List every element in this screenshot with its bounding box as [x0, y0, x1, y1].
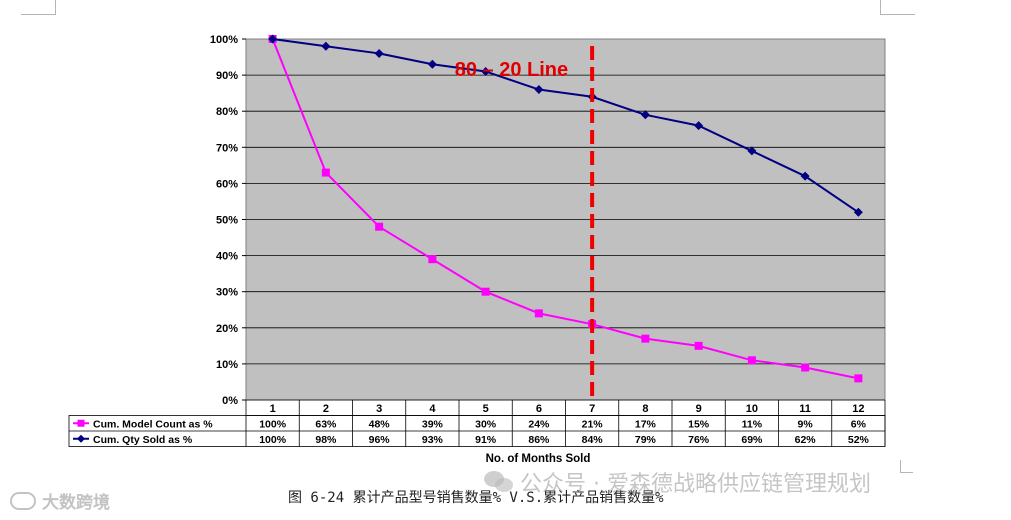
brand-logo-icon — [10, 491, 36, 510]
legend-key-marker — [77, 434, 85, 443]
data-point — [374, 48, 384, 58]
watermark-wechat-text: 公众号 · 爱森德战略供应链管理规划 — [520, 472, 871, 497]
data-point — [854, 374, 863, 383]
data-point — [268, 34, 278, 44]
x-tick-label: 2 — [323, 403, 329, 415]
data-label: 86% — [528, 434, 550, 446]
data-label: 62% — [795, 434, 817, 446]
x-tick-label: 9 — [696, 403, 702, 415]
data-label: 9% — [798, 418, 814, 430]
y-tick-label: 60% — [216, 178, 238, 190]
annotation-label: 80 – 20 Line — [455, 59, 568, 81]
annotation-layer: 80 – 20 Line — [455, 46, 595, 400]
watermark-brand: 大数跨境 — [10, 488, 110, 513]
data-point — [427, 59, 437, 69]
data-point — [641, 334, 650, 343]
legend-key-marker — [77, 419, 85, 427]
series-line — [271, 38, 859, 380]
y-tick-label: 50% — [216, 215, 238, 227]
wechat-icon — [484, 471, 514, 493]
y-tick-label: 100% — [210, 34, 238, 46]
data-label: 91% — [475, 434, 497, 446]
data-point — [747, 356, 756, 365]
x-tick-label: 8 — [642, 403, 648, 415]
page-corner-mark-top-right — [880, 0, 915, 15]
data-point — [321, 168, 330, 177]
data-point — [534, 85, 544, 95]
data-label: 76% — [688, 434, 710, 446]
x-tick-label: 12 — [852, 403, 864, 415]
data-label: 100% — [259, 418, 287, 430]
data-point — [321, 41, 331, 51]
y-tick-label: 40% — [216, 251, 238, 263]
y-tick-label: 70% — [216, 142, 238, 154]
page-corner-mark-top-left — [21, 0, 56, 15]
data-label: 6% — [851, 418, 867, 430]
data-label: 39% — [422, 418, 444, 430]
data-point — [801, 363, 810, 372]
data-label: 84% — [582, 434, 604, 446]
data-label: 93% — [422, 434, 444, 446]
gridlines — [246, 74, 885, 365]
y-tick-label: 80% — [216, 106, 238, 118]
watermark-wechat: 公众号 · 爱森德战略供应链管理规划 — [484, 466, 871, 498]
x-tick-label: 1 — [270, 403, 276, 415]
data-point — [428, 255, 437, 264]
watermark-brand-text: 大数跨境 — [42, 493, 110, 513]
y-tick-label: 90% — [216, 70, 238, 82]
data-point — [481, 287, 490, 296]
data-label: 48% — [369, 418, 391, 430]
x-tick-label: 6 — [536, 403, 542, 415]
y-tick-label: 20% — [216, 323, 238, 335]
data-label: 69% — [741, 434, 763, 446]
data-label: 17% — [635, 418, 657, 430]
series-name: Cum. Model Count as % — [93, 418, 213, 430]
data-label: 96% — [369, 434, 391, 446]
data-label: 79% — [635, 434, 657, 446]
y-tick-label: 10% — [216, 359, 238, 371]
data-label: 11% — [742, 418, 763, 430]
data-point — [481, 66, 491, 76]
data-label: 63% — [315, 418, 337, 430]
data-point — [694, 341, 703, 350]
x-tick-label: 7 — [589, 403, 595, 415]
x-tick-label: 11 — [799, 403, 811, 415]
data-point — [747, 146, 757, 156]
series-name: Cum. Qty Sold as % — [93, 434, 193, 446]
x-tick-label: 10 — [746, 403, 758, 415]
x-tick-label: 4 — [429, 403, 436, 415]
x-axis-label: No. of Months Sold — [486, 453, 591, 465]
y-tick-label: 30% — [216, 287, 238, 299]
data-point — [853, 207, 863, 217]
paragraph-mark — [900, 460, 913, 473]
data-label: 100% — [259, 434, 287, 446]
data-point — [375, 222, 384, 231]
data-point — [640, 110, 650, 120]
data-label: 30% — [475, 418, 497, 430]
data-point — [694, 121, 704, 131]
figure-caption: 图 6-24 累计产品型号销售数量% V.S.累计产品销售数量% — [288, 490, 664, 506]
data-label: 24% — [528, 418, 550, 430]
line-chart: 0% 10% 20% 30% 40% 50% 60% 70% 80% 90% 100% 80 – 2… — [68, 34, 886, 465]
data-label: 98% — [315, 434, 337, 446]
data-label: 52% — [848, 434, 870, 446]
series-line — [272, 38, 859, 214]
data-point — [800, 171, 810, 181]
data-label: 21% — [582, 418, 604, 430]
x-tick-label: 3 — [376, 403, 382, 415]
y-axis: 0% 10% 20% 30% 40% 50% 60% 70% 80% 90% 100% — [210, 34, 246, 407]
data-point — [534, 309, 543, 318]
data-label: 15% — [688, 418, 710, 430]
y-tick-label: 0% — [222, 395, 238, 407]
x-tick-label: 5 — [483, 403, 489, 415]
